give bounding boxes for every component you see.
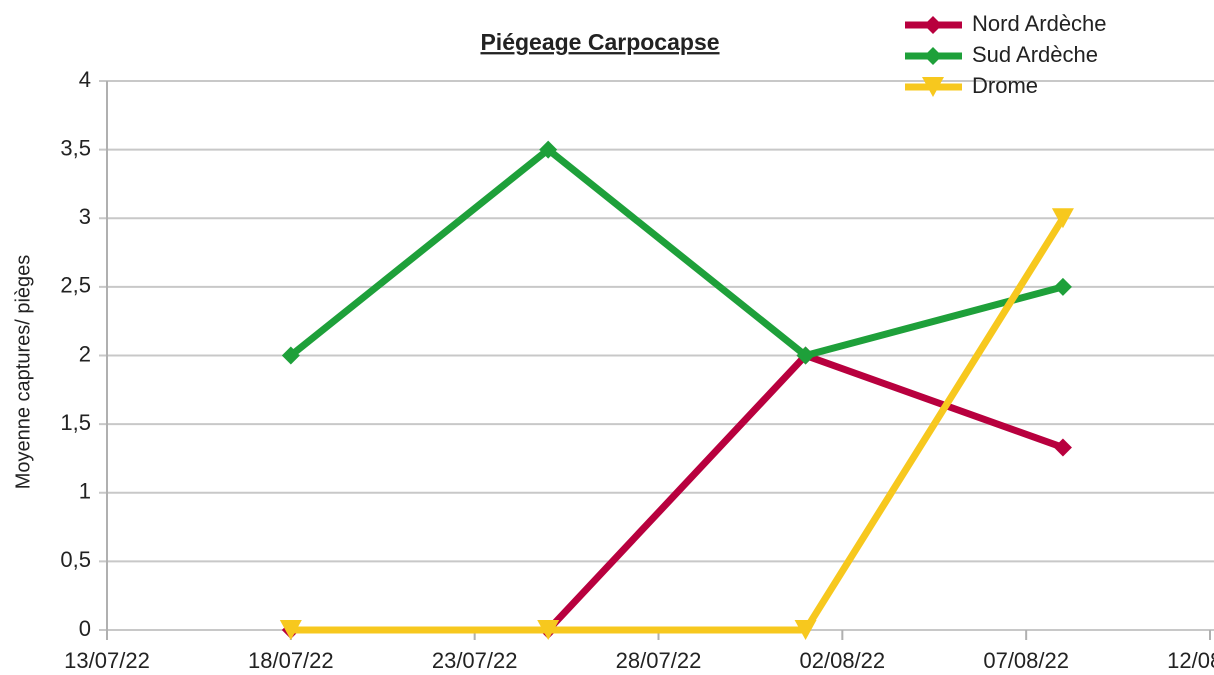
y-tick-label: 2,5 xyxy=(60,273,91,298)
x-tick-label: 12/08/22 xyxy=(1167,648,1214,673)
data-point xyxy=(537,620,560,640)
x-tick-label: 07/08/22 xyxy=(983,648,1069,673)
y-tick-label: 3,5 xyxy=(60,135,91,160)
chart-title: Piégeage Carpocapse xyxy=(480,29,719,55)
data-point xyxy=(794,620,817,640)
x-tick-label: 13/07/22 xyxy=(64,648,150,673)
series-line xyxy=(288,146,1064,359)
data-point xyxy=(1053,438,1072,457)
legend-marker xyxy=(924,47,942,65)
data-point xyxy=(281,346,300,365)
legend-label: Nord Ardèche xyxy=(972,11,1107,36)
y-tick-label: 3 xyxy=(79,204,91,229)
data-point xyxy=(539,140,558,159)
legend-label: Drome xyxy=(972,73,1038,98)
data-point xyxy=(1051,208,1074,229)
data-point xyxy=(279,620,302,640)
series-line xyxy=(290,216,1066,634)
y-tick-label: 2 xyxy=(79,341,91,366)
legend-marker xyxy=(922,77,944,97)
y-tick-label: 1,5 xyxy=(60,410,91,435)
data-point xyxy=(1053,277,1072,296)
y-tick-label: 0 xyxy=(79,616,91,641)
x-tick-label: 02/08/22 xyxy=(800,648,886,673)
x-tick-label: 28/07/22 xyxy=(616,648,702,673)
y-tick-label: 4 xyxy=(79,67,91,92)
x-tick-label: 18/07/22 xyxy=(248,648,334,673)
y-axis-label: Moyenne captures/ pièges xyxy=(12,255,34,490)
legend-label: Sud Ardèche xyxy=(972,42,1098,67)
data-point xyxy=(796,346,815,365)
y-tick-label: 0,5 xyxy=(60,547,91,572)
y-tick-label: 1 xyxy=(79,479,91,504)
x-tick-label: 23/07/22 xyxy=(432,648,518,673)
legend-marker xyxy=(924,16,942,34)
